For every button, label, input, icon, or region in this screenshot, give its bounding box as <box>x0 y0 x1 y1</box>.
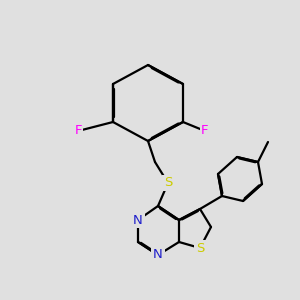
Text: S: S <box>164 176 172 190</box>
Text: N: N <box>153 248 163 262</box>
Text: F: F <box>201 124 209 137</box>
Text: F: F <box>74 124 82 137</box>
Text: N: N <box>133 214 143 226</box>
Text: S: S <box>196 242 204 254</box>
